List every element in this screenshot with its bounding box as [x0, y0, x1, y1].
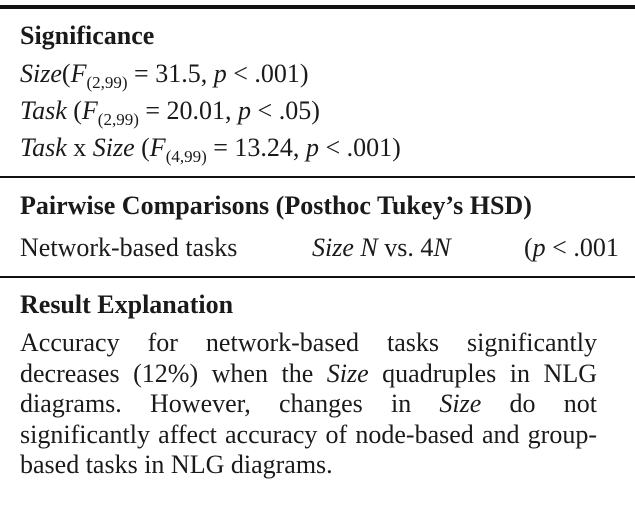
degrees-of-freedom: (2,99) [86, 73, 128, 92]
size-factor: Size [312, 233, 354, 262]
f-statistic: = 31.5, [127, 59, 214, 88]
result-text: quadruples in NLG diagrams. However, cha… [20, 358, 597, 419]
p-symbol: p [238, 96, 252, 125]
p-value: < .001 [545, 233, 619, 262]
p-symbol: p [305, 133, 319, 162]
p-symbol: p [532, 233, 546, 262]
f-statistic: = 13.24, [206, 133, 306, 162]
pairwise-comparison-cell: Size N vs. 4N [312, 233, 451, 263]
result-heading: Result Explanation [20, 290, 234, 319]
task-factor: Task [20, 96, 67, 125]
task-effect-line: Task (F(2,99) = 20.01, p < .05) [20, 96, 320, 129]
n-symbol: N [360, 233, 378, 262]
section-divider-2 [0, 276, 635, 278]
result-text: do not significantly affect accuracy of … [20, 389, 597, 479]
size-effect-line: Size(F(2,99) = 31.5, p < .001) [20, 59, 309, 92]
top-rule [0, 5, 635, 9]
size-factor: Size [92, 133, 135, 162]
result-paragraph: Accuracy for network-based tasks signifi… [20, 328, 597, 481]
p-value: < .001) [226, 59, 309, 88]
result-text: Accuracy for network-based tasks signifi… [20, 328, 597, 388]
p-value: < .001) [318, 133, 401, 162]
vs-label: vs. 4 [377, 233, 434, 262]
f-symbol: F [81, 96, 98, 125]
n-symbol: N [433, 233, 451, 262]
f-symbol: F [70, 59, 87, 88]
pairwise-task-cell: Network-based tasks [20, 233, 238, 262]
degrees-of-freedom: (2,99) [97, 110, 139, 129]
f-statistic: = 20.01, [138, 96, 239, 125]
f-symbol: F [149, 133, 166, 162]
interaction-effect-line: Task x Size (F(4,99) = 13.24, p < .001) [20, 133, 401, 166]
significance-heading: Significance [20, 21, 155, 50]
section-divider-1 [0, 176, 635, 178]
p-symbol: p [213, 59, 227, 88]
p-value: < .05) [251, 96, 320, 125]
pairwise-heading: Pairwise Comparisons (Posthoc Tukey’s HS… [20, 191, 532, 220]
size-factor: Size [20, 59, 62, 88]
pairwise-p-cell: (p < .001 [524, 233, 619, 263]
times-label: x [66, 133, 93, 162]
degrees-of-freedom: (4,99) [165, 147, 207, 166]
p-open-paren: ( [524, 233, 533, 262]
task-factor: Task [20, 133, 67, 162]
size-term: Size [326, 358, 369, 388]
size-term: Size [439, 389, 482, 418]
